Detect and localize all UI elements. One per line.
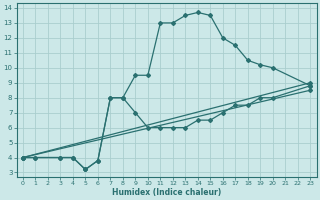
X-axis label: Humidex (Indice chaleur): Humidex (Indice chaleur) (112, 188, 221, 197)
